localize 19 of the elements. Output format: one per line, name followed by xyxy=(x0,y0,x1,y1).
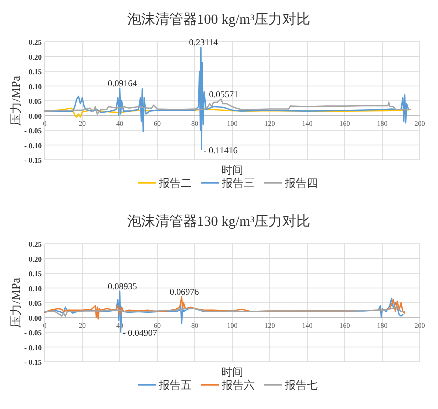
x-axis-title: 时间 xyxy=(222,366,244,379)
chart-title: 泡沫清管器100 kg/m³压力对比 xyxy=(127,12,311,28)
legend-label: 报告五 xyxy=(158,379,192,392)
legend-label: 报告三 xyxy=(221,177,255,190)
annotation: 0.09164 xyxy=(108,78,138,89)
annotation: 0.23114 xyxy=(189,38,219,48)
annotation: 0.06976 xyxy=(170,287,200,298)
legend-label: 报告七 xyxy=(284,379,318,392)
annotation: - 0.11416 xyxy=(204,145,238,156)
chart-title: 泡沫清管器130 kg/m³压力对比 xyxy=(127,214,311,230)
legend-label: 报告六 xyxy=(221,379,255,392)
annotation: - 0.04907 xyxy=(122,328,158,338)
x-axis-title: 时间 xyxy=(222,164,244,177)
y-axis-title: 压力/MPa xyxy=(9,277,23,328)
annotation: 0.08935 xyxy=(108,281,138,292)
annotation: 0.05571 xyxy=(209,89,238,100)
y-axis-title: 压力/MPa xyxy=(9,75,23,126)
legend-label: 报告二 xyxy=(158,177,192,190)
legend-label: 报告四 xyxy=(284,177,318,190)
